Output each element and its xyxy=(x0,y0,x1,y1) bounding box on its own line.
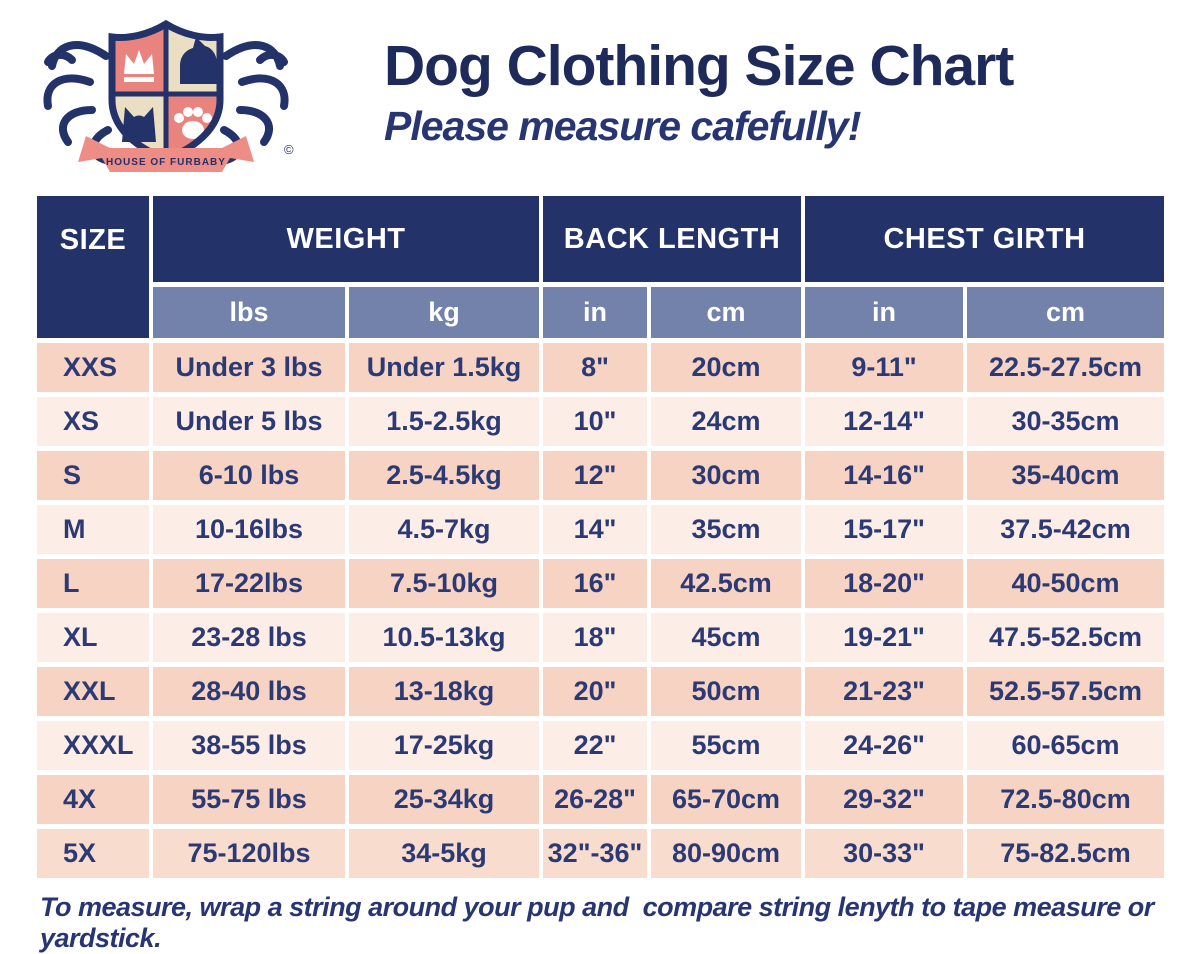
cell-weight_lbs: 55-75 lbs xyxy=(153,775,345,824)
flourish-left xyxy=(43,41,112,164)
cell-back_cm: 24cm xyxy=(651,397,801,446)
row-size-label: S xyxy=(37,451,149,500)
cell-back_cm: 20cm xyxy=(651,343,801,392)
row-size-label: M xyxy=(37,505,149,554)
size-table: SIZE WEIGHT BACK LENGTH CHEST GIRTH lbs … xyxy=(37,196,1164,878)
cell-weight_kg: 34-5kg xyxy=(349,829,539,878)
cell-chest_cm: 52.5-57.5cm xyxy=(967,667,1164,716)
crest-logo-graphic: HOUSE OF FURBABY © xyxy=(43,19,294,172)
column-header-weight: WEIGHT xyxy=(153,196,539,282)
cell-chest_cm: 75-82.5cm xyxy=(967,829,1164,878)
cell-chest_in: 14-16" xyxy=(805,451,963,500)
cell-back_cm: 42.5cm xyxy=(651,559,801,608)
cell-chest_cm: 30-35cm xyxy=(967,397,1164,446)
cell-back_in: 14" xyxy=(543,505,647,554)
cell-weight_kg: 10.5-13kg xyxy=(349,613,539,662)
page-title: Dog Clothing Size Chart xyxy=(384,34,1014,98)
subheader-weight-lbs: lbs xyxy=(153,287,345,338)
cell-chest_cm: 72.5-80cm xyxy=(967,775,1164,824)
cell-back_cm: 65-70cm xyxy=(651,775,801,824)
cell-weight_kg: 2.5-4.5kg xyxy=(349,451,539,500)
cell-chest_in: 18-20" xyxy=(805,559,963,608)
copyright-mark: © xyxy=(284,142,294,157)
house-of-furbaby-logo: HOUSE OF FURBABY © xyxy=(28,8,304,178)
cell-weight_lbs: 17-22lbs xyxy=(153,559,345,608)
cell-chest_cm: 22.5-27.5cm xyxy=(967,343,1164,392)
cell-chest_in: 21-23" xyxy=(805,667,963,716)
cell-chest_cm: 35-40cm xyxy=(967,451,1164,500)
cell-weight_kg: 25-34kg xyxy=(349,775,539,824)
cell-weight_lbs: Under 5 lbs xyxy=(153,397,345,446)
cell-weight_lbs: 10-16lbs xyxy=(153,505,345,554)
subheader-weight-kg: kg xyxy=(349,287,539,338)
dog-icon xyxy=(180,37,217,84)
cell-weight_kg: 4.5-7kg xyxy=(349,505,539,554)
cell-chest_in: 24-26" xyxy=(805,721,963,770)
cell-weight_kg: 7.5-10kg xyxy=(349,559,539,608)
cell-back_in: 12" xyxy=(543,451,647,500)
cell-chest_in: 12-14" xyxy=(805,397,963,446)
column-header-back-length: BACK LENGTH xyxy=(543,196,801,282)
cell-weight_kg: 17-25kg xyxy=(349,721,539,770)
title-block: Dog Clothing Size Chart Please measure c… xyxy=(384,8,1014,150)
row-size-label: L xyxy=(37,559,149,608)
row-size-label: 5X xyxy=(37,829,149,878)
paw-icon xyxy=(174,107,212,139)
cell-weight_lbs: 38-55 lbs xyxy=(153,721,345,770)
ribbon-banner xyxy=(78,136,254,172)
column-header-size: SIZE xyxy=(37,196,149,338)
cell-chest_cm: 60-65cm xyxy=(967,721,1164,770)
cell-weight_lbs: 23-28 lbs xyxy=(153,613,345,662)
cell-back_cm: 35cm xyxy=(651,505,801,554)
cell-back_in: 18" xyxy=(543,613,647,662)
column-header-chest-girth: CHEST GIRTH xyxy=(805,196,1164,282)
cell-back_in: 20" xyxy=(543,667,647,716)
cell-back_cm: 55cm xyxy=(651,721,801,770)
cell-chest_cm: 40-50cm xyxy=(967,559,1164,608)
ribbon-banner-text: HOUSE OF FURBABY xyxy=(106,157,226,168)
crown-icon xyxy=(124,50,154,82)
row-size-label: XS xyxy=(37,397,149,446)
cell-chest_in: 19-21" xyxy=(805,613,963,662)
cell-chest_in: 30-33" xyxy=(805,829,963,878)
cell-back_in: 8" xyxy=(543,343,647,392)
subheader-chest-cm: cm xyxy=(967,287,1164,338)
row-size-label: XXL xyxy=(37,667,149,716)
cell-back_in: 32"-36" xyxy=(543,829,647,878)
cell-back_in: 10" xyxy=(543,397,647,446)
row-size-label: 4X xyxy=(37,775,149,824)
cell-weight_kg: Under 1.5kg xyxy=(349,343,539,392)
cell-weight_lbs: 75-120lbs xyxy=(153,829,345,878)
cat-icon xyxy=(122,107,156,142)
cell-chest_cm: 47.5-52.5cm xyxy=(967,613,1164,662)
measuring-instructions: To measure, wrap a string around your pu… xyxy=(40,892,1161,953)
cell-chest_in: 15-17" xyxy=(805,505,963,554)
cell-chest_in: 9-11" xyxy=(805,343,963,392)
subheader-back-cm: cm xyxy=(651,287,801,338)
row-size-label: XL xyxy=(37,613,149,662)
cell-back_cm: 30cm xyxy=(651,451,801,500)
row-size-label: XXS xyxy=(37,343,149,392)
cell-back_cm: 45cm xyxy=(651,613,801,662)
cell-back_in: 16" xyxy=(543,559,647,608)
cell-weight_lbs: 6-10 lbs xyxy=(153,451,345,500)
row-size-label: XXXL xyxy=(37,721,149,770)
subheader-chest-in: in xyxy=(805,287,963,338)
cell-back_cm: 50cm xyxy=(651,667,801,716)
cell-back_cm: 80-90cm xyxy=(651,829,801,878)
cell-back_in: 22" xyxy=(543,721,647,770)
subheader-back-in: in xyxy=(543,287,647,338)
page-header: HOUSE OF FURBABY © Dog Clothing Size Cha… xyxy=(0,0,1200,186)
cell-weight_kg: 13-18kg xyxy=(349,667,539,716)
page-subtitle: Please measure cafefully! xyxy=(384,103,861,149)
cell-weight_kg: 1.5-2.5kg xyxy=(349,397,539,446)
cell-weight_lbs: 28-40 lbs xyxy=(153,667,345,716)
cell-chest_cm: 37.5-42cm xyxy=(967,505,1164,554)
cell-weight_lbs: Under 3 lbs xyxy=(153,343,345,392)
cell-back_in: 26-28" xyxy=(543,775,647,824)
cell-chest_in: 29-32" xyxy=(805,775,963,824)
